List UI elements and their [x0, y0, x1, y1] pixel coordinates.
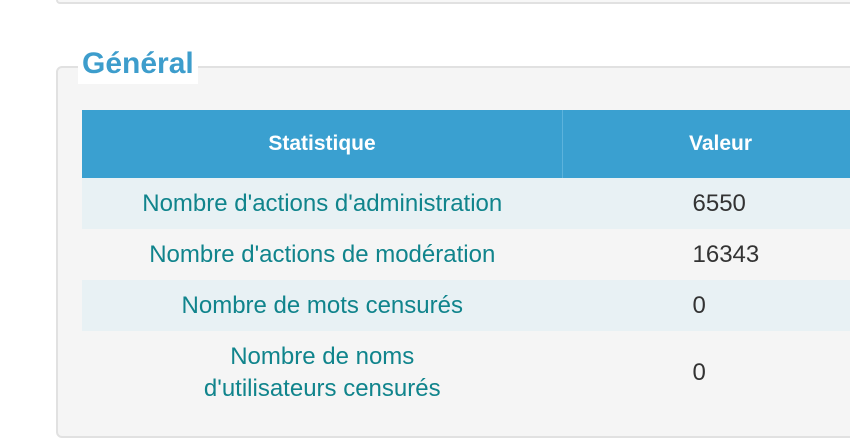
stat-value: 0: [562, 280, 850, 331]
stat-label: Nombre d'actions d'administration: [82, 178, 563, 229]
stat-label: Nombre d'actions de modération: [82, 229, 563, 280]
table-row: Nombre d'actions de modération 16343: [82, 229, 850, 280]
table-row: Nombre de mots censurés 0: [82, 280, 850, 331]
statistics-table: Statistique Valeur Nombre d'actions d'ad…: [82, 110, 850, 415]
stat-label: Nombre de noms d'utilisateurs censurés: [82, 331, 563, 415]
table-row: Nombre de noms d'utilisateurs censurés 0: [82, 331, 850, 415]
column-header-statistique[interactable]: Statistique: [82, 110, 563, 178]
stat-value: 0: [562, 331, 850, 415]
section-title: Général: [78, 44, 198, 84]
stat-value: 6550: [562, 178, 850, 229]
table-row: Nombre d'actions d'administration 6550: [82, 178, 850, 229]
stat-label: Nombre de mots censurés: [82, 280, 563, 331]
column-header-valeur[interactable]: Valeur: [562, 110, 850, 178]
stat-value: 16343: [562, 229, 850, 280]
table-header-row: Statistique Valeur: [82, 110, 850, 178]
previous-panel-edge: [56, 0, 850, 4]
